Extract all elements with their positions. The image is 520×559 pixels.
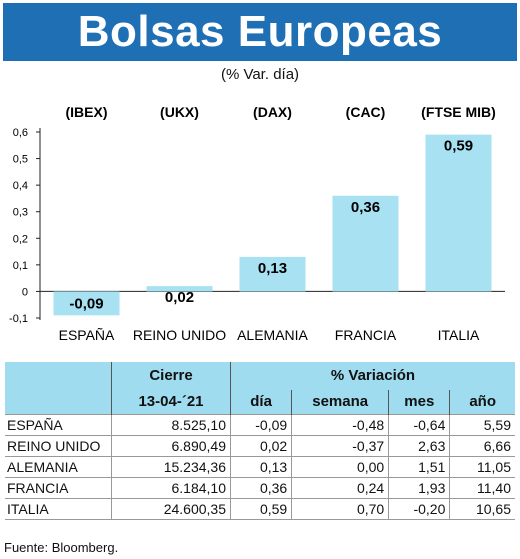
- cell-cierre: 8.525,10: [111, 414, 231, 436]
- row-name: ITALIA: [5, 498, 112, 520]
- x-tick-label: REINO UNIDO: [133, 327, 226, 343]
- row-name: ALEMANIA: [5, 456, 112, 478]
- cell-cierre: 6.890,49: [111, 435, 231, 457]
- cell-mes: 1,51: [388, 456, 450, 478]
- cell-dia: 0,59: [229, 498, 292, 520]
- header-mes: mes: [388, 390, 450, 415]
- cell-dia: 0,02: [229, 435, 292, 457]
- cell-cierre: 6.184,10: [111, 477, 231, 499]
- y-tick-label: -0,1: [9, 313, 28, 325]
- bar: [425, 134, 492, 292]
- cell-semana: -0,48: [291, 414, 389, 436]
- data-label: 0,36: [351, 199, 380, 216]
- x-tick-label: ITALIA: [438, 327, 480, 343]
- bar: [146, 286, 213, 292]
- bar: [239, 256, 306, 292]
- cell-semana: 0,70: [291, 498, 389, 520]
- index-label: (IBEX): [66, 104, 108, 120]
- chart-subtitle: (% Var. día): [220, 66, 300, 83]
- cell-mes: -0,64: [388, 414, 450, 436]
- header-cierre: Cierre: [111, 362, 231, 390]
- header-semana: semana: [291, 390, 389, 415]
- cell-dia: -0,09: [229, 414, 292, 436]
- header-variacion: % Variación: [230, 362, 515, 390]
- y-tick-label: 0,1: [13, 260, 28, 272]
- data-label: 0,02: [165, 289, 194, 306]
- cell-anio: 11,40: [449, 477, 515, 499]
- y-tick-label: 0,3: [13, 207, 28, 219]
- table-row: ITALIA 24.600,35 0,59 0,70 -0,20 10,65: [5, 498, 515, 520]
- table-row: FRANCIA 6.184,10 0,36 0,24 1,93 11,40: [5, 477, 515, 499]
- cell-anio: 5,59: [449, 414, 515, 436]
- y-tick-label: 0,5: [13, 154, 28, 166]
- index-label: (DAX): [253, 104, 292, 120]
- data-label: 0,13: [258, 260, 287, 277]
- table-row: ALEMANIA 15.234,36 0,13 0,00 1,51 11,05: [5, 456, 515, 478]
- x-tick-label: ALEMANIA: [237, 327, 308, 343]
- x-tick-label: ESPAÑA: [59, 327, 115, 343]
- table-row: REINO UNIDO 6.890,49 0,02 -0,37 2,63 6,6…: [5, 435, 515, 457]
- y-tick-label: 0,4: [13, 180, 28, 192]
- cell-mes: -0,20: [388, 498, 450, 520]
- y-tick-label: 0: [22, 286, 28, 298]
- data-label: -0,09: [69, 295, 103, 312]
- index-label: (FTSE MIB): [421, 104, 496, 120]
- title-banner: Bolsas Europeas: [3, 3, 517, 61]
- header-dia: día: [229, 390, 292, 415]
- x-tick-label: FRANCIA: [335, 327, 397, 343]
- row-name: REINO UNIDO: [5, 435, 112, 457]
- header-date: 13-04-´21: [111, 390, 231, 415]
- cell-semana: 0,24: [291, 477, 389, 499]
- source-note: Fuente: Bloomberg.: [4, 540, 119, 555]
- index-label: (UKX): [160, 104, 199, 120]
- header-anio: año: [449, 390, 515, 415]
- cell-anio: 10,65: [449, 498, 515, 520]
- row-name: ESPAÑA: [5, 414, 112, 436]
- bar: [53, 291, 120, 316]
- data-label: 0,59: [444, 138, 473, 155]
- cell-cierre: 15.234,36: [111, 456, 231, 478]
- bar-chart: -0,1 0 0,1 0,2 0,3 0,4 0,5 0,6 -0,09 (IBEX) ESPAÑA…: [9, 104, 505, 343]
- data-table: Cierre % Variación 13-04-´21 día semana …: [5, 362, 515, 520]
- cell-dia: 0,36: [229, 477, 292, 499]
- table-row: ESPAÑA 8.525,10 -0,09 -0,48 -0,64 5,59: [5, 414, 515, 436]
- cell-cierre: 24.600,35: [111, 498, 231, 520]
- page-title: Bolsas Europeas: [77, 7, 443, 56]
- y-tick-label: 0,6: [13, 127, 28, 139]
- row-name: FRANCIA: [5, 477, 112, 499]
- cell-semana: -0,37: [291, 435, 389, 457]
- table-corner: [5, 362, 112, 390]
- cell-mes: 2,63: [388, 435, 450, 457]
- cell-semana: 0,00: [291, 456, 389, 478]
- cell-dia: 0,13: [229, 456, 292, 478]
- cell-mes: 1,93: [388, 477, 450, 499]
- index-label: (CAC): [346, 104, 386, 120]
- cell-anio: 11,05: [449, 456, 515, 478]
- bar: [332, 195, 399, 292]
- table-corner-2: [5, 390, 112, 415]
- cell-anio: 6,66: [449, 435, 515, 457]
- y-tick-label: 0,2: [13, 233, 28, 245]
